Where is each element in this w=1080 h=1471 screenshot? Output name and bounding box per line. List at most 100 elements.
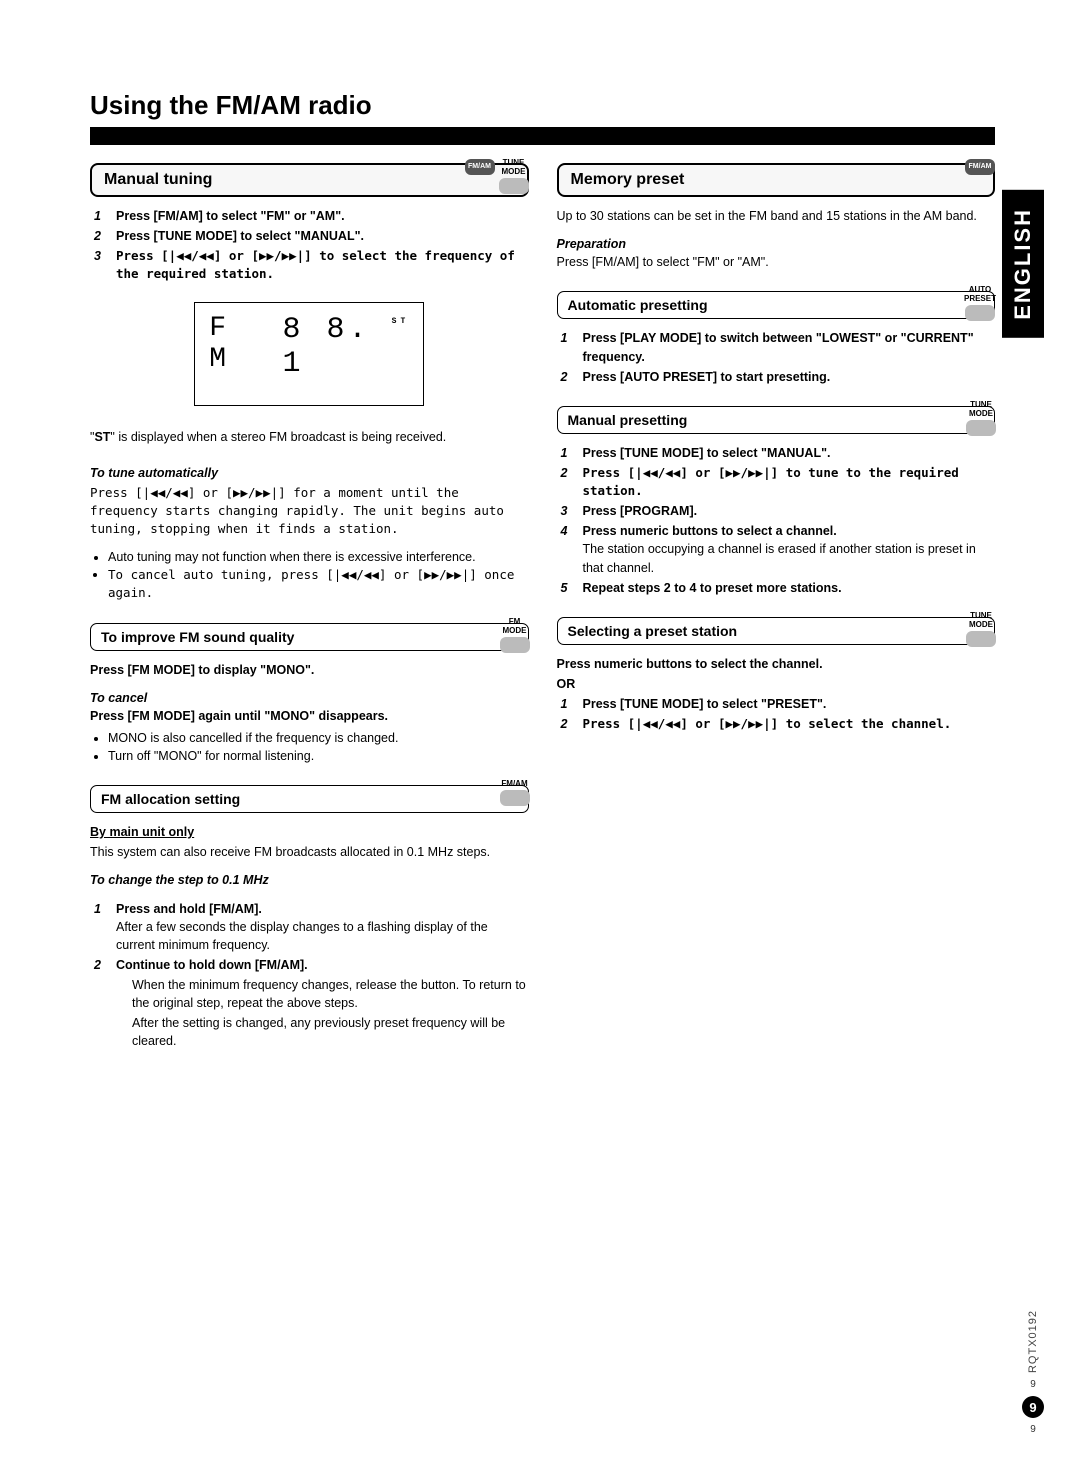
select-preset-button: TUNE MODE bbox=[966, 612, 996, 647]
bullet-item: Turn off "MONO" for normal listening. bbox=[108, 747, 529, 765]
step-row: 1Press [TUNE MODE] to select "PRESET". bbox=[561, 695, 996, 713]
step-row: 2 Continue to hold down [FM/AM]. When th… bbox=[94, 956, 529, 1053]
step-row: 2Press [TUNE MODE] to select "MANUAL". bbox=[94, 227, 529, 245]
step-text: Press numeric buttons to select a channe… bbox=[583, 522, 996, 576]
fm-mode-shape bbox=[500, 637, 530, 653]
page-small-top: 9 bbox=[1030, 1379, 1036, 1390]
auto-tune-bullets: Auto tuning may not function when there … bbox=[90, 548, 529, 602]
step-num: 3 bbox=[94, 247, 116, 283]
tune-bot: MODE bbox=[969, 410, 993, 418]
manual-preset-header: Manual presetting TUNE MODE bbox=[557, 406, 996, 434]
auto-preset-steps: 1Press [PLAY MODE] to switch between "LO… bbox=[557, 329, 996, 385]
select-p1: Press numeric buttons to select the chan… bbox=[557, 655, 996, 673]
manual-tuning-title: Manual tuning bbox=[104, 171, 515, 189]
step-text: Press [|◀◀/◀◀] or [▶▶/▶▶|] to select the… bbox=[116, 247, 529, 283]
alloc-p1: This system can also receive FM broadcas… bbox=[90, 843, 529, 861]
improve-fm-title: To improve FM sound quality bbox=[101, 629, 518, 645]
select-preset-header: Selecting a preset station TUNE MODE bbox=[557, 617, 996, 645]
title-underbar bbox=[90, 127, 995, 145]
fm-mode-button-icon: FM MODE bbox=[500, 618, 530, 653]
improve-p1: Press [FM MODE] to display "MONO". bbox=[90, 661, 529, 679]
step-text: Repeat steps 2 to 4 to preset more stati… bbox=[583, 579, 996, 597]
step-num: 1 bbox=[94, 207, 116, 225]
step-row: 1 Press and hold [FM/AM]. After a few se… bbox=[94, 900, 529, 954]
fm-am-button2-icon: FM/AM bbox=[500, 780, 530, 806]
tune-label-bot: MODE bbox=[502, 168, 526, 176]
tune-mode-button-icon: TUNE MODE bbox=[499, 159, 529, 194]
step-sub: The station occupying a channel is erase… bbox=[583, 540, 996, 576]
fm-am-shape bbox=[500, 790, 530, 806]
alloc-steps: 1 Press and hold [FM/AM]. After a few se… bbox=[90, 900, 529, 1053]
step-num: 2 bbox=[94, 227, 116, 245]
bullet-item: When the minimum frequency changes, rele… bbox=[132, 976, 529, 1012]
step-num: 1 bbox=[561, 329, 583, 365]
manual-tuning-buttons: FM/AM TUNE MODE bbox=[465, 159, 529, 194]
select-preset-steps: 1Press [TUNE MODE] to select "PRESET". 2… bbox=[557, 695, 996, 733]
preparation-heading: Preparation bbox=[557, 235, 996, 253]
step-row: 2Press [|◀◀/◀◀] or [▶▶/▶▶|] to select th… bbox=[561, 715, 996, 733]
step-row: 3Press [|◀◀/◀◀] or [▶▶/▶▶|] to select th… bbox=[94, 247, 529, 283]
manual-preset-button: TUNE MODE bbox=[966, 401, 996, 436]
step-bold: Press and hold [FM/AM]. bbox=[116, 902, 262, 916]
improve-fm-header: To improve FM sound quality FM MODE bbox=[90, 623, 529, 651]
display-st: ST bbox=[392, 317, 410, 326]
step-row: 2Press [|◀◀/◀◀] or [▶▶/▶▶|] to tune to t… bbox=[561, 464, 996, 500]
auto-preset-title: Automatic presetting bbox=[568, 297, 985, 313]
main-unit-only: By main unit only bbox=[90, 823, 529, 841]
step-row: 2Press [AUTO PRESET] to start presetting… bbox=[561, 368, 996, 386]
tune-mode-button2-icon: TUNE MODE bbox=[966, 401, 996, 436]
fm-mode-bot: MODE bbox=[503, 627, 527, 635]
step-text: Continue to hold down [FM/AM]. When the … bbox=[116, 956, 529, 1053]
fm-am-button3-icon: FM/AM bbox=[965, 159, 995, 175]
step-text: Press [TUNE MODE] to select "MANUAL". bbox=[583, 444, 996, 462]
st-note: "ST" is displayed when a stereo FM broad… bbox=[90, 428, 529, 446]
step-num: 2 bbox=[94, 956, 116, 1053]
auto-preset-button: AUTO PRESET bbox=[964, 286, 996, 321]
fm-allocation-button: FM/AM bbox=[500, 780, 530, 806]
lcd-display-panel: F M 8 8. 1 ST bbox=[194, 302, 424, 406]
step-num: 1 bbox=[561, 444, 583, 462]
fm-am-label: FM/AM bbox=[965, 159, 995, 175]
page-title: Using the FM/AM radio bbox=[90, 90, 995, 121]
step-text: Press [FM/AM] to select "FM" or "AM". bbox=[116, 207, 529, 225]
improve-fm-button: FM MODE bbox=[500, 618, 530, 653]
step-num: 2 bbox=[561, 715, 583, 733]
step-row: 3Press [PROGRAM]. bbox=[561, 502, 996, 520]
cancel-p: Press [FM MODE] again until "MONO" disap… bbox=[90, 707, 529, 725]
bullet-item: To cancel auto tuning, press [|◀◀/◀◀] or… bbox=[108, 566, 529, 602]
auto-top: AUTO bbox=[969, 286, 992, 294]
step-num: 1 bbox=[561, 695, 583, 713]
page-root: Using the FM/AM radio Manual tuning FM/A… bbox=[0, 0, 1080, 1105]
step-bold: Press numeric buttons to select a channe… bbox=[583, 524, 837, 538]
st-rest: " is displayed when a stereo FM broadcas… bbox=[110, 430, 446, 444]
st-bold: ST bbox=[94, 430, 110, 444]
step-row: 1Press [FM/AM] to select "FM" or "AM". bbox=[94, 207, 529, 225]
display-freq: 8 8. 1 bbox=[282, 313, 383, 381]
auto-tune-heading: To tune automatically bbox=[90, 464, 529, 482]
step-num: 2 bbox=[561, 368, 583, 386]
fm-am-button-label: FM/AM bbox=[465, 159, 495, 175]
page-number-circle: 9 bbox=[1022, 1396, 1044, 1418]
step-row: 1Press [PLAY MODE] to switch between "LO… bbox=[561, 329, 996, 365]
step-num: 5 bbox=[561, 579, 583, 597]
tune-bot: MODE bbox=[969, 621, 993, 629]
tune-mode-shape bbox=[499, 178, 529, 194]
bullet-item: MONO is also cancelled if the frequency … bbox=[108, 729, 529, 747]
memory-intro: Up to 30 stations can be set in the FM b… bbox=[557, 207, 996, 225]
tune-mode-shape3 bbox=[966, 631, 996, 647]
step-text: Press [PROGRAM]. bbox=[583, 502, 996, 520]
seven-seg-row: F M 8 8. 1 ST bbox=[209, 313, 409, 381]
two-column-layout: Manual tuning FM/AM TUNE MODE 1Press [FM… bbox=[90, 163, 995, 1065]
right-column: Memory preset FM/AM Up to 30 stations ca… bbox=[557, 163, 996, 1065]
alloc-nested-bullets: When the minimum frequency changes, rele… bbox=[116, 976, 529, 1051]
step-text: Press [TUNE MODE] to select "MANUAL". bbox=[116, 227, 529, 245]
select-preset-title: Selecting a preset station bbox=[568, 623, 985, 639]
change-step-heading: To change the step to 0.1 MHz bbox=[90, 871, 529, 889]
language-tab: ENGLISH bbox=[1002, 190, 1044, 338]
auto-bot: PRESET bbox=[964, 295, 996, 303]
step-num: 3 bbox=[561, 502, 583, 520]
improve-bullets: MONO is also cancelled if the frequency … bbox=[90, 729, 529, 765]
memory-preset-header: Memory preset FM/AM bbox=[557, 163, 996, 197]
fm-allocation-title: FM allocation setting bbox=[101, 791, 518, 807]
tune-mode-button3-icon: TUNE MODE bbox=[966, 612, 996, 647]
